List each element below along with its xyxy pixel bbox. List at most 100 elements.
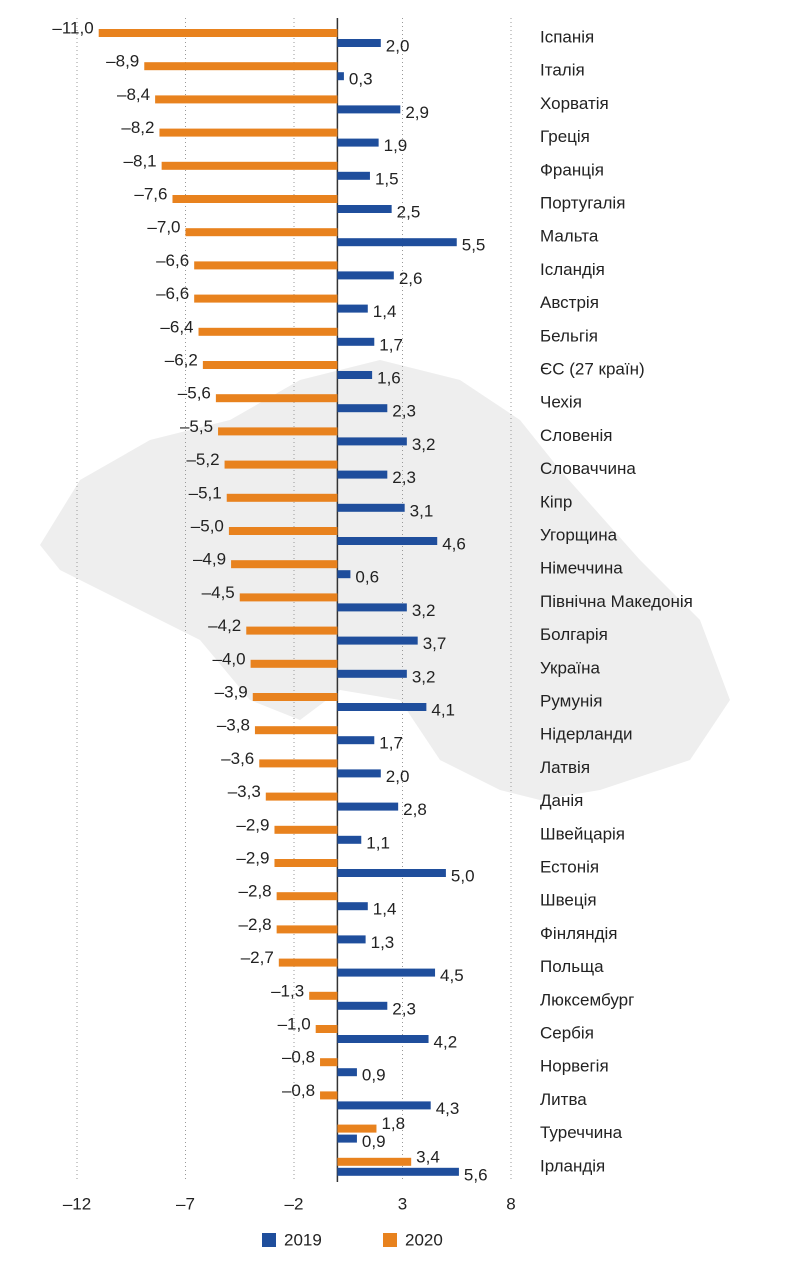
bar <box>172 195 338 203</box>
value-label: –5,5 <box>180 417 213 436</box>
category-label: Німеччина <box>540 559 623 578</box>
bar <box>337 1101 431 1110</box>
value-label: 0,3 <box>349 70 373 89</box>
bar <box>337 636 418 645</box>
category-label: Португалія <box>540 193 625 212</box>
value-label: –4,9 <box>193 550 226 569</box>
value-label: –8,2 <box>121 118 154 137</box>
bar <box>155 95 338 104</box>
x-tick-label: 8 <box>506 1194 515 1213</box>
value-label: –3,6 <box>221 749 254 768</box>
category-label: Північна Македонія <box>540 592 693 611</box>
category-label: Норвегія <box>540 1057 609 1076</box>
bar <box>274 825 338 834</box>
category-label: Литва <box>540 1090 587 1109</box>
bar <box>239 593 338 602</box>
bar <box>337 570 351 579</box>
category-label: Мальта <box>540 227 599 246</box>
bar <box>337 72 344 81</box>
bar <box>337 603 407 612</box>
value-label: 4,6 <box>442 534 466 553</box>
bar <box>337 271 394 280</box>
category-label: Чехія <box>540 393 582 412</box>
value-label: 4,2 <box>434 1032 458 1051</box>
bar <box>194 261 338 270</box>
value-label: –1,0 <box>278 1014 311 1033</box>
value-label: 3,7 <box>423 634 447 653</box>
value-label: –6,6 <box>156 284 189 303</box>
bar <box>337 503 405 512</box>
value-label: 5,0 <box>451 866 475 885</box>
category-label: Угорщина <box>540 525 618 544</box>
bar <box>320 1091 338 1100</box>
value-label: 2,0 <box>386 767 410 786</box>
bar <box>254 726 338 735</box>
bar <box>278 958 338 967</box>
category-label: Болгарія <box>540 625 608 644</box>
bar <box>337 703 427 711</box>
value-label: 4,1 <box>431 700 455 719</box>
value-label: 3,1 <box>410 501 434 520</box>
value-label: –5,2 <box>186 450 219 469</box>
bar <box>337 869 446 877</box>
value-label: 0,9 <box>362 1066 386 1085</box>
category-label: Латвія <box>540 758 590 777</box>
x-tick-label: –2 <box>285 1194 304 1213</box>
bar <box>228 527 338 535</box>
value-label: –3,9 <box>215 682 248 701</box>
value-label: 2,6 <box>399 269 423 288</box>
bar <box>309 991 338 1000</box>
bar <box>194 294 338 303</box>
x-tick-label: –7 <box>176 1194 195 1213</box>
value-label: 2,9 <box>405 103 429 122</box>
category-label: Швейцарія <box>540 824 625 843</box>
bar <box>218 427 338 436</box>
value-label: 1,9 <box>384 136 408 155</box>
value-label: –1,3 <box>271 981 304 1000</box>
bar <box>337 736 375 745</box>
value-label: 1,7 <box>379 335 403 354</box>
bar <box>337 1001 388 1010</box>
value-label: –5,0 <box>191 516 224 535</box>
value-label: –2,9 <box>236 815 269 834</box>
value-label: 2,8 <box>403 800 427 819</box>
legend-label: 2019 <box>284 1230 322 1249</box>
category-label: Франція <box>540 160 604 179</box>
bar <box>337 1068 357 1077</box>
value-label: –4,2 <box>208 616 241 635</box>
bar <box>337 1134 357 1143</box>
legend-label: 2020 <box>405 1230 443 1249</box>
bar <box>337 968 436 977</box>
bar <box>274 859 338 867</box>
value-label: –7,0 <box>147 218 180 237</box>
value-label: –2,8 <box>239 882 272 901</box>
category-label: Україна <box>540 658 600 677</box>
value-label: 4,3 <box>436 1099 460 1118</box>
bar <box>98 29 338 37</box>
category-label: ЄС (27 країн) <box>540 359 645 378</box>
value-label: –0,8 <box>282 1048 315 1067</box>
bar <box>315 1025 338 1033</box>
bar <box>337 669 407 678</box>
value-label: 2,5 <box>397 202 421 221</box>
category-label: Греція <box>540 127 590 146</box>
bar <box>337 537 438 545</box>
category-label: Сербія <box>540 1023 594 1042</box>
bar <box>337 371 373 379</box>
value-label: –11,0 <box>52 18 93 37</box>
value-label: –5,6 <box>178 384 211 403</box>
bar <box>252 693 338 701</box>
bar <box>337 470 388 479</box>
value-label: –0,8 <box>282 1081 315 1100</box>
value-label: –3,3 <box>228 782 261 801</box>
bar <box>337 802 399 811</box>
bar <box>337 902 368 911</box>
value-label: 2,3 <box>392 468 416 487</box>
value-label: –8,4 <box>117 85 150 104</box>
bar <box>250 659 338 668</box>
value-label: –6,4 <box>160 317 193 336</box>
value-label: 1,6 <box>377 368 401 387</box>
value-label: 1,1 <box>366 833 390 852</box>
category-label: Кіпр <box>540 492 572 511</box>
